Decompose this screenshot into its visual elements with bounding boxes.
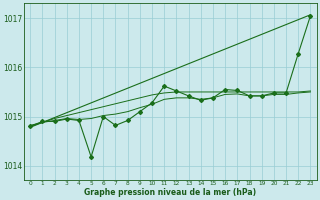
X-axis label: Graphe pression niveau de la mer (hPa): Graphe pression niveau de la mer (hPa) xyxy=(84,188,256,197)
